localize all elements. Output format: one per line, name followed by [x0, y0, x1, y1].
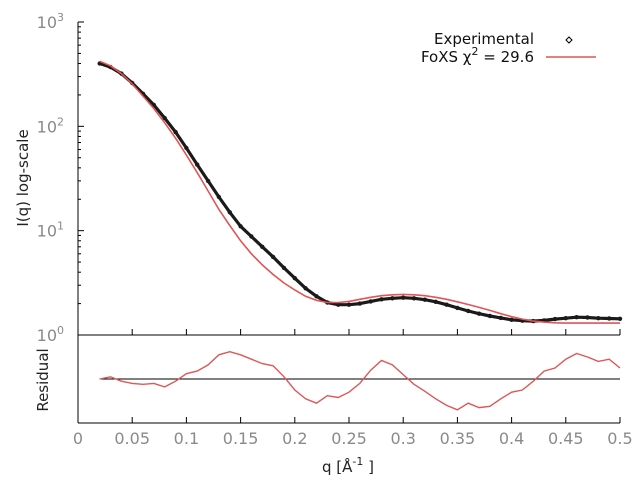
- experimental-point: [574, 315, 579, 320]
- intensity-y-axis-label: I(q) log-scale: [14, 129, 32, 226]
- legend-label-experimental: Experimental: [434, 30, 534, 48]
- experimental-point: [238, 224, 243, 229]
- experimental-point: [487, 313, 493, 319]
- experimental-point: [303, 286, 308, 291]
- experimental-point: [260, 244, 265, 249]
- residual-panel: 0 0.05 0.1 0.15 0.2 0.25 0.3 0.35 0.4 0.45 0.5 Res…: [34, 329, 633, 476]
- legend-label-foxs-value: = 29.6: [478, 48, 534, 66]
- experimental-point: [498, 315, 503, 321]
- legend: Experimental FoXS χ2 = 29.6: [421, 30, 596, 66]
- experimental-point: [596, 316, 601, 321]
- q-x-axis-label: q [Å-1 ]: [322, 455, 374, 476]
- intensity-y-tick-label: 102: [37, 115, 64, 136]
- residual-y-axis-label: Residual: [34, 348, 52, 411]
- experimental-point: [379, 297, 384, 302]
- legend-marker-experimental: [565, 36, 573, 44]
- experimental-point: [151, 102, 157, 108]
- q-x-axis-label-suffix: ]: [363, 458, 374, 476]
- q-x-axis-label-text: q [Å: [322, 457, 353, 476]
- experimental-point: [292, 276, 297, 281]
- q-x-axis-label-superscript: -1: [352, 455, 363, 468]
- intensity-y-tick-exponent: 1: [57, 220, 64, 233]
- experimental-point: [617, 316, 623, 321]
- intensity-y-tick-label: 100: [37, 324, 64, 345]
- experimental-point: [195, 162, 200, 167]
- legend-label-foxs-superscript: 2: [471, 45, 478, 58]
- experimental-point: [162, 115, 167, 121]
- experimental-point: [476, 311, 482, 316]
- experimental-point: [444, 302, 449, 307]
- intensity-y-tick-base: 10: [37, 117, 57, 136]
- intensity-y-tick-exponent: 3: [57, 11, 64, 24]
- q-x-ticks: 0 0.05 0.1 0.15 0.2 0.25 0.3 0.35 0.4 0.45 0.5: [73, 329, 633, 448]
- experimental-point: [270, 254, 276, 260]
- experimental-point: [422, 297, 428, 302]
- q-x-tick-label: 0.3: [390, 429, 415, 448]
- intensity-y-tick-base: 10: [37, 222, 57, 241]
- experimental-point: [346, 302, 352, 307]
- intensity-y-tick-base: 10: [37, 326, 57, 345]
- q-x-tick-label: 0.2: [282, 429, 307, 448]
- experimental-point: [184, 145, 189, 151]
- legend-label-foxs: FoXS χ2 = 29.6: [421, 45, 534, 66]
- experimental-point: [357, 301, 362, 306]
- experimental-point: [173, 129, 178, 135]
- intensity-y-tick-label: 103: [37, 11, 64, 32]
- intensity-series: [97, 60, 623, 324]
- experimental-point: [455, 305, 460, 311]
- experimental-point: [552, 316, 558, 322]
- q-x-tick-label: 0.45: [548, 429, 584, 448]
- experimental-point: [336, 302, 341, 307]
- experimental-point: [509, 317, 514, 322]
- experimental-data-band: [99, 61, 621, 323]
- residual-series: [99, 350, 621, 411]
- foxs-fit-line: [99, 60, 620, 324]
- q-x-tick-label: 0.4: [499, 429, 524, 448]
- experimental-point: [401, 295, 406, 300]
- q-x-tick-label: 0.5: [607, 429, 632, 448]
- legend-label-foxs-name: FoXS χ: [421, 48, 472, 66]
- intensity-y-tick-label: 101: [37, 220, 64, 241]
- residual-line: [99, 350, 621, 411]
- intensity-y-tick-exponent: 0: [57, 324, 64, 337]
- q-x-tick-label: 0.25: [331, 429, 367, 448]
- intensity-y-tick-exponent: 2: [57, 115, 64, 128]
- experimental-point: [205, 178, 211, 184]
- intensity-y-tick-base: 10: [37, 13, 57, 32]
- experimental-point: [607, 316, 612, 321]
- q-x-tick-label: 0.1: [174, 429, 199, 448]
- experimental-point: [466, 308, 471, 314]
- experimental-point: [368, 299, 373, 304]
- experimental-point: [216, 194, 222, 200]
- q-x-tick-label: 0.15: [223, 429, 259, 448]
- q-x-tick-label: 0: [73, 429, 83, 448]
- q-x-tick-label: 0.35: [440, 429, 476, 448]
- experimental-point: [227, 210, 232, 215]
- experimental-point: [314, 294, 319, 299]
- experimental-point: [249, 234, 254, 239]
- experimental-point: [390, 296, 395, 301]
- q-x-tick-label: 0.05: [114, 429, 150, 448]
- experimental-point: [585, 315, 590, 320]
- experimental-point: [281, 265, 287, 271]
- experimental-point: [433, 299, 438, 304]
- experimental-point: [563, 316, 568, 321]
- experimental-point: [411, 296, 417, 301]
